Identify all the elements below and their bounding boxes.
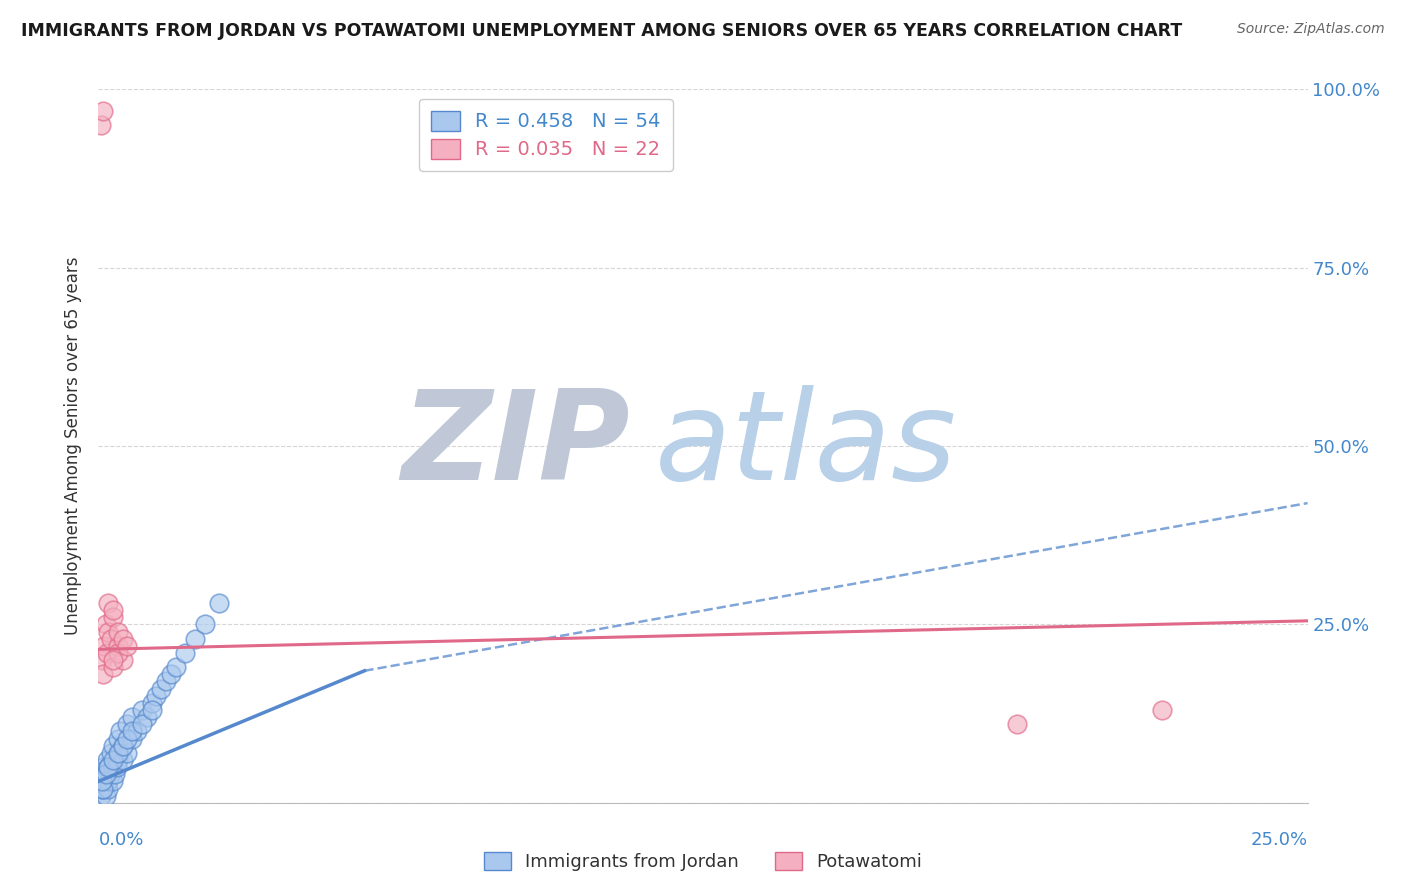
Point [1007, 717, 1029, 731]
Point [111, 739, 134, 753]
Point [97, 774, 120, 789]
Point [121, 710, 143, 724]
Point [208, 596, 231, 610]
Point [91, 760, 114, 774]
Point [101, 739, 124, 753]
Point [94, 767, 117, 781]
Point [94, 789, 117, 803]
Y-axis label: Unemployment Among Seniors over 65 years: Unemployment Among Seniors over 65 years [65, 257, 83, 635]
Point [174, 646, 197, 660]
Point [155, 674, 177, 689]
Text: Source: ZipAtlas.com: Source: ZipAtlas.com [1237, 22, 1385, 37]
Point [107, 746, 129, 760]
Point [97, 760, 120, 774]
Point [90, 118, 112, 132]
Point [107, 639, 129, 653]
Point [101, 610, 124, 624]
Point [91, 774, 114, 789]
Text: 0.0%: 0.0% [98, 831, 143, 849]
Point [127, 724, 149, 739]
Point [111, 753, 134, 767]
Point [101, 753, 124, 767]
Point [93, 639, 115, 653]
Point [91, 781, 114, 796]
Point [107, 753, 129, 767]
Point [131, 717, 153, 731]
Point [108, 724, 131, 739]
Point [194, 617, 217, 632]
Point [135, 710, 157, 724]
Point [91, 774, 114, 789]
Point [160, 667, 183, 681]
Point [96, 753, 118, 767]
Legend: R = 0.458   N = 54, R = 0.035   N = 22: R = 0.458 N = 54, R = 0.035 N = 22 [419, 99, 672, 171]
Text: ZIP: ZIP [402, 385, 630, 507]
Point [184, 632, 207, 646]
Point [131, 703, 153, 717]
Point [97, 596, 120, 610]
Point [107, 624, 129, 639]
Point [165, 660, 187, 674]
Point [105, 760, 128, 774]
Point [111, 739, 134, 753]
Point [104, 767, 127, 781]
Point [91, 667, 114, 681]
Point [97, 624, 120, 639]
Point [90, 789, 112, 803]
Point [91, 653, 114, 667]
Point [117, 746, 139, 760]
Point [107, 746, 129, 760]
Point [94, 767, 117, 781]
Point [100, 746, 122, 760]
Point [97, 760, 120, 774]
Point [96, 646, 118, 660]
Point [100, 632, 122, 646]
Legend: Immigrants from Jordan, Potawatomi: Immigrants from Jordan, Potawatomi [477, 845, 929, 879]
Point [94, 617, 117, 632]
Point [121, 731, 143, 746]
Point [117, 717, 139, 731]
Text: atlas: atlas [655, 385, 956, 507]
Point [101, 774, 124, 789]
Text: 25.0%: 25.0% [1250, 831, 1308, 849]
Point [111, 632, 134, 646]
Point [101, 760, 124, 774]
Point [145, 689, 167, 703]
Point [91, 767, 114, 781]
Point [91, 781, 114, 796]
Point [121, 724, 143, 739]
Point [107, 731, 129, 746]
Point [150, 681, 173, 696]
Point [107, 646, 129, 660]
Point [91, 781, 114, 796]
Point [101, 660, 124, 674]
Point [100, 767, 122, 781]
Point [111, 653, 134, 667]
Point [141, 703, 163, 717]
Point [141, 696, 163, 710]
Point [117, 731, 139, 746]
Text: IMMIGRANTS FROM JORDAN VS POTAWATOMI UNEMPLOYMENT AMONG SENIORS OVER 65 YEARS CO: IMMIGRANTS FROM JORDAN VS POTAWATOMI UNE… [21, 22, 1182, 40]
Point [93, 774, 115, 789]
Point [1152, 703, 1174, 717]
Point [97, 781, 120, 796]
Point [101, 653, 124, 667]
Point [117, 639, 139, 653]
Point [101, 603, 124, 617]
Point [91, 103, 114, 118]
